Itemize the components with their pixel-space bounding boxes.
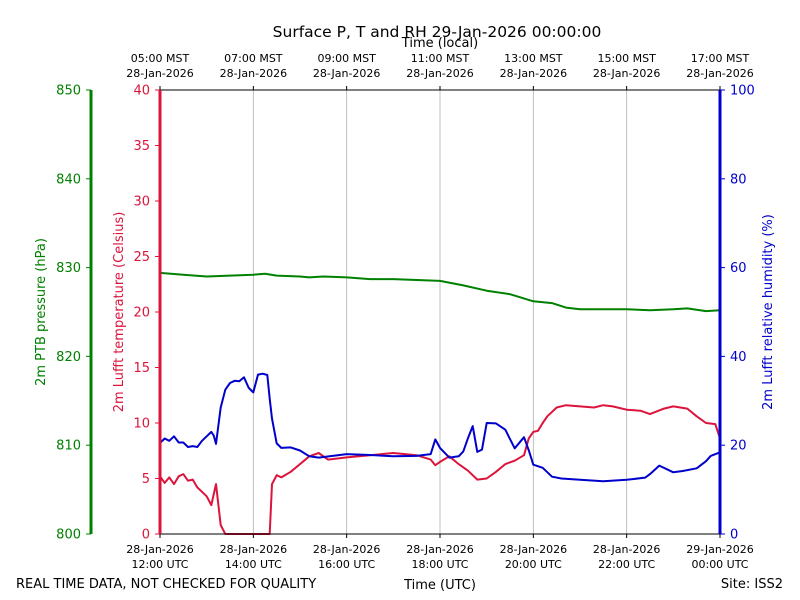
- axes-layer: [86, 86, 725, 538]
- top-tick-label-date-3: 28-Jan-2026: [406, 67, 474, 80]
- bottom-tick-label-time-2: 16:00 UTC: [318, 558, 375, 571]
- bottom-tick-label-time-1: 14:00 UTC: [225, 558, 282, 571]
- bottom-tick-label-time-6: 00:00 UTC: [691, 558, 748, 571]
- bottom-tick-label-time-4: 20:00 UTC: [505, 558, 562, 571]
- pressure-tick-label-2: 820: [56, 350, 81, 365]
- temperature-tick-label-5: 25: [133, 250, 150, 265]
- temperature-tick-label-2: 10: [133, 417, 150, 432]
- bottom-tick-label-date-5: 28-Jan-2026: [593, 543, 661, 556]
- top-tick-label-date-4: 28-Jan-2026: [500, 67, 568, 80]
- temperature-tick-label-1: 5: [142, 472, 150, 487]
- temperature-tick-label-7: 35: [133, 139, 150, 154]
- temperature-tick-label-4: 20: [133, 306, 150, 321]
- top-tick-label-time-1: 07:00 MST: [224, 52, 283, 65]
- top-tick-label-date-2: 28-Jan-2026: [313, 67, 381, 80]
- top-tick-label-time-0: 05:00 MST: [131, 52, 190, 65]
- site-label: Site: ISS2: [721, 577, 783, 592]
- humidity-tick-label-2: 40: [730, 350, 747, 365]
- series-line-humidity: [159, 372, 721, 483]
- pressure-tick-label-4: 840: [56, 172, 81, 187]
- pressure-tick-label-3: 830: [56, 261, 81, 276]
- series-line-pressure: [159, 271, 721, 313]
- top-tick-label-date-5: 28-Jan-2026: [593, 67, 661, 80]
- top-tick-label-time-3: 11:00 MST: [411, 52, 470, 65]
- grid-lines: [252, 90, 628, 534]
- top-tick-label-date-1: 28-Jan-2026: [220, 67, 288, 80]
- humidity-tick-label-5: 100: [730, 84, 755, 99]
- humidity-tick-label-0: 0: [730, 528, 738, 543]
- bottom-tick-label-time-0: 12:00 UTC: [131, 558, 188, 571]
- humidity-tick-label-1: 20: [730, 439, 747, 454]
- top-tick-label-date-6: 28-Jan-2026: [686, 67, 754, 80]
- temperature-tick-label-6: 30: [133, 195, 150, 210]
- quality-disclaimer: REAL TIME DATA, NOT CHECKED FOR QUALITY: [16, 577, 316, 592]
- pressure-axis-label: 2m PTB pressure (hPa): [34, 238, 49, 386]
- humidity-axis-label: 2m Lufft relative humidity (%): [761, 214, 776, 410]
- bottom-axis-label: Time (UTC): [403, 578, 476, 593]
- top-tick-label-time-4: 13:00 MST: [504, 52, 563, 65]
- temperature-tick-label-8: 40: [133, 84, 150, 99]
- series-layer: [159, 271, 721, 535]
- bottom-tick-label-date-4: 28-Jan-2026: [500, 543, 568, 556]
- pressure-tick-label-1: 810: [56, 439, 81, 454]
- top-tick-label-time-5: 15:00 MST: [597, 52, 656, 65]
- bottom-tick-label-date-3: 28-Jan-2026: [406, 543, 474, 556]
- top-tick-label-time-6: 17:00 MST: [691, 52, 750, 65]
- chart-title: Surface P, T and RH 29-Jan-2026 00:00:00: [273, 23, 602, 41]
- temperature-tick-label-3: 15: [133, 361, 150, 376]
- pressure-tick-label-0: 800: [56, 528, 81, 543]
- humidity-tick-label-3: 60: [730, 261, 747, 276]
- bottom-tick-label-date-1: 28-Jan-2026: [220, 543, 288, 556]
- top-axis-label: Time (local): [401, 36, 478, 51]
- bottom-tick-label-date-2: 28-Jan-2026: [313, 543, 381, 556]
- series-line-temperature: [159, 404, 721, 535]
- top-tick-label-time-2: 09:00 MST: [317, 52, 376, 65]
- bottom-tick-label-date-0: 28-Jan-2026: [126, 543, 194, 556]
- bottom-tick-label-time-3: 18:00 UTC: [411, 558, 468, 571]
- temperature-tick-label-0: 0: [142, 528, 150, 543]
- tick-labels-layer: 0 5 10 15 20 25 30 35 40 800 810 820 830 840 850 0 20 40 6…: [34, 52, 776, 571]
- temperature-axis-label: 2m Lufft temperature (Celsius): [112, 212, 127, 413]
- bottom-tick-label-date-6: 29-Jan-2026: [686, 543, 754, 556]
- pressure-tick-label-5: 850: [56, 84, 81, 99]
- bottom-tick-label-time-5: 22:00 UTC: [598, 558, 655, 571]
- top-tick-label-date-0: 28-Jan-2026: [126, 67, 194, 80]
- humidity-tick-label-4: 80: [730, 172, 747, 187]
